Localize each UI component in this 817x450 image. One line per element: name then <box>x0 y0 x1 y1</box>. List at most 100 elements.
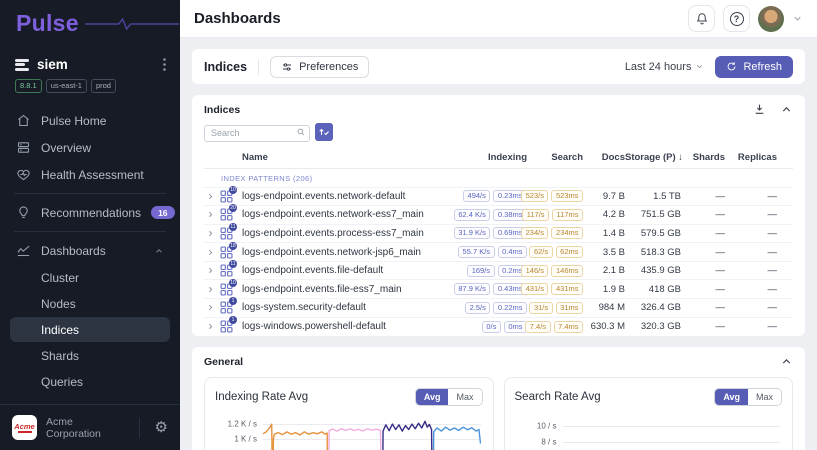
indexing-latency-pill: 0.22ms <box>493 301 527 314</box>
expand-chevron-icon[interactable] <box>206 229 215 238</box>
sort-button[interactable] <box>315 123 333 141</box>
search-rate-pill: 234/s <box>521 227 549 240</box>
search-input[interactable] <box>204 124 310 142</box>
expand-chevron-icon[interactable] <box>206 248 215 257</box>
index-name[interactable]: logs-endpoint.events.network-ess7_main <box>242 209 424 221</box>
index-count-badge: 1 <box>229 297 237 306</box>
indexing-rate-chart-card: Indexing Rate Avg Avg Max 1.2 K / s 1 K /… <box>204 377 494 450</box>
index-name[interactable]: logs-windows.powershell-default <box>242 321 386 333</box>
table-row[interactable]: 10 logs-endpoint.events.network-default … <box>204 185 793 207</box>
table-row[interactable]: 11 logs-endpoint.events.file-default 169… <box>204 260 793 281</box>
search-latency-pill: 146ms <box>551 264 583 277</box>
user-avatar[interactable] <box>758 5 784 32</box>
sidebar-subitem[interactable]: Nodes <box>41 296 76 311</box>
expand-chevron-icon[interactable] <box>206 322 215 331</box>
indexing-rate-pill: 2.5/s <box>465 301 491 314</box>
sidebar-subitem[interactable]: Shards <box>41 348 80 363</box>
sidebar-subitem[interactable]: Indices <box>10 317 170 342</box>
index-name[interactable]: logs-system.security-default <box>242 302 366 314</box>
expand-chevron-icon[interactable] <box>206 266 215 275</box>
sidebar-item-label: Dashboards <box>41 243 106 258</box>
index-name[interactable]: logs-endpoint.events.network-default <box>242 190 406 202</box>
search-rate-pill: 7.4/s <box>525 320 551 333</box>
expand-chevron-icon[interactable] <box>206 285 215 294</box>
recommendations-count-badge: 16 <box>151 206 175 219</box>
max-toggle-button[interactable]: Max <box>448 389 482 406</box>
max-toggle-button[interactable]: Max <box>747 389 781 406</box>
col-search[interactable]: Search <box>551 151 583 163</box>
avg-toggle-button[interactable]: Avg <box>415 389 449 406</box>
index-icon: 10 <box>220 278 237 296</box>
col-shards[interactable]: Shards <box>692 151 725 163</box>
time-range-select[interactable]: Last 24 hours <box>625 61 705 73</box>
help-button[interactable]: ? <box>723 5 750 32</box>
table-row[interactable]: 1 logs-windows.powershell-default 0/s 0m… <box>204 316 793 337</box>
search-latency-pill: 431ms <box>551 283 583 296</box>
index-icon: 11 <box>220 222 237 240</box>
refresh-button[interactable]: Refresh <box>715 55 793 78</box>
collapse-chevron-up-icon[interactable] <box>780 103 793 116</box>
divider <box>258 58 260 75</box>
series-segment-3 <box>382 422 432 450</box>
docs-value: 1.9 B <box>602 283 625 295</box>
refresh-label: Refresh <box>743 60 782 73</box>
chevron-down-icon[interactable] <box>792 13 803 24</box>
cluster-selector[interactable]: siem <box>0 43 180 72</box>
indexing-metrics: 169/s 0.2ms <box>461 264 527 277</box>
sidebar-item-dashboards[interactable]: Dashboards <box>10 237 170 264</box>
expand-chevron-icon[interactable] <box>206 303 215 312</box>
search-metrics: 523/s 523ms <box>521 190 583 203</box>
sidebar-subitem[interactable]: Cluster <box>41 270 80 285</box>
table-row[interactable]: 20 logs-endpoint.events.network-ess7_mai… <box>204 204 793 225</box>
replicas-value: — <box>767 246 778 258</box>
sidebar-item-pulse-home[interactable]: Pulse Home <box>10 107 170 134</box>
table-row[interactable]: 11 logs-endpoint.events.process-ess7_mai… <box>204 222 793 244</box>
table-row[interactable]: 18 logs-endpoint.events.network-jsp6_mai… <box>204 241 793 262</box>
index-name[interactable]: logs-endpoint.events.process-ess7_main <box>242 227 424 239</box>
col-docs[interactable]: Docs <box>601 151 625 163</box>
docs-value: 1.4 B <box>602 227 625 239</box>
index-name[interactable]: logs-endpoint.events.network-jsp6_main <box>242 246 421 258</box>
col-name[interactable]: Name <box>242 151 268 163</box>
divider <box>14 231 166 232</box>
cluster-tags: 8.8.1 us-east-1 prod <box>0 72 180 101</box>
col-storage[interactable]: Storage (P) ↓ <box>625 151 684 163</box>
avg-toggle-button[interactable]: Avg <box>715 389 748 406</box>
shards-value: — <box>715 209 726 221</box>
table-row[interactable]: 10 logs-endpoint.events.file-ess7_main 8… <box>204 278 793 300</box>
replicas-value: — <box>767 265 778 277</box>
index-count-badge: 11 <box>229 222 237 231</box>
index-icon: 1 <box>220 316 237 333</box>
acme-logo: Acme <box>12 415 37 440</box>
sidebar-subitem[interactable]: Queries <box>41 374 84 389</box>
col-replicas[interactable]: Replicas <box>737 151 777 163</box>
lightbulb-icon <box>19 206 28 219</box>
sidebar-item-overview[interactable]: Overview <box>10 134 170 161</box>
indexing-metrics: 2.5/s 0.22ms <box>461 301 527 314</box>
y-tick-label: 10 / s <box>536 421 557 431</box>
notifications-button[interactable] <box>688 5 715 32</box>
shards-value: — <box>715 265 726 277</box>
index-name[interactable]: logs-endpoint.events.file-default <box>242 265 384 277</box>
sidebar-item-recommendations[interactable]: Recommendations 16 <box>10 199 175 226</box>
sidebar-item-health-assessment[interactable]: Health Assessment <box>10 161 170 188</box>
group-row[interactable]: INDEX PATTERNS (206) <box>204 169 793 188</box>
sort-check-icon <box>319 128 329 136</box>
table-row[interactable]: 1 logs-system.security-default 2.5/s 0.2… <box>204 297 793 318</box>
search-metrics: 234/s 234ms <box>521 227 583 240</box>
collapse-chevron-up-icon[interactable] <box>780 355 793 368</box>
gear-icon[interactable]: ⚙ <box>154 419 168 436</box>
chart-title: Indexing Rate Avg <box>215 391 309 404</box>
replicas-value: — <box>767 283 778 295</box>
refresh-icon <box>728 62 736 71</box>
kebab-menu-icon[interactable] <box>159 58 170 71</box>
expand-chevron-icon[interactable] <box>206 210 215 219</box>
download-icon[interactable] <box>753 103 766 116</box>
index-name[interactable]: logs-endpoint.events.file-ess7_main <box>242 283 402 295</box>
storage-value: 326.4 GB <box>640 302 681 314</box>
storage-value: 418 GB <box>648 283 681 295</box>
preferences-button[interactable]: Preferences <box>270 55 370 78</box>
search-latency-pill: 117ms <box>552 208 583 221</box>
col-indexing[interactable]: Indexing <box>487 151 527 163</box>
expand-chevron-icon[interactable] <box>206 192 215 201</box>
